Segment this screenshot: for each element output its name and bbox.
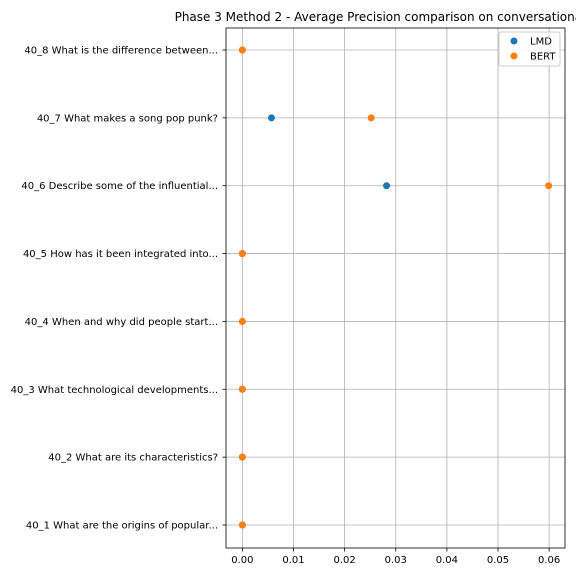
point-lmd: [268, 114, 276, 122]
plot-frame: [225, 27, 566, 549]
legend-label-lmd: LMD: [530, 37, 552, 48]
y-tick-label: 40_5 How has it been integrated into...: [23, 249, 218, 260]
point-bert: [238, 453, 246, 461]
y-tick-label: 40_4 When and why did people start...: [25, 317, 218, 328]
x-tick-label: 0.01: [282, 555, 304, 566]
grid-lines: [226, 28, 565, 548]
x-tick-label: 0.03: [385, 555, 407, 566]
y-tick-label: 40_2 What are its characteristics?: [48, 453, 218, 464]
x-tick-label: 0.02: [333, 555, 355, 566]
point-bert: [238, 250, 246, 258]
y-tick-label: 40_1 What are the origins of popular...: [26, 521, 218, 532]
chart-title: Phase 3 Method 2 - Average Precision com…: [175, 10, 576, 24]
x-axis: 0.00 0.01 0.02 0.03 0.04 0.05 0.06: [231, 548, 560, 566]
point-bert: [238, 521, 246, 529]
y-tick-label: 40_7 What makes a song pop punk?: [37, 113, 218, 124]
y-tick-label: 40_6 Describe some of the influential...: [21, 181, 218, 192]
y-tick-label: 40_3 What technological developments...: [11, 385, 218, 396]
point-bert: [238, 46, 246, 54]
point-bert: [238, 317, 246, 325]
legend: LMD BERT: [498, 31, 561, 67]
legend-label-bert: BERT: [530, 52, 556, 63]
legend-marker-bert: [510, 52, 518, 60]
x-tick-label: 0.04: [436, 555, 458, 566]
data-points: [238, 46, 553, 529]
point-bert: [238, 385, 246, 393]
point-bert: [367, 114, 375, 122]
point-lmd: [383, 182, 391, 190]
legend-marker-lmd: [510, 37, 518, 45]
y-axis: 40_1 What are the origins of popular... 4…: [11, 46, 226, 532]
point-bert: [545, 182, 553, 190]
y-tick-label: 40_8 What is the difference between...: [24, 46, 218, 57]
x-tick-label: 0.06: [538, 555, 560, 566]
x-tick-label: 0.00: [231, 555, 253, 566]
x-tick-label: 0.05: [487, 555, 509, 566]
